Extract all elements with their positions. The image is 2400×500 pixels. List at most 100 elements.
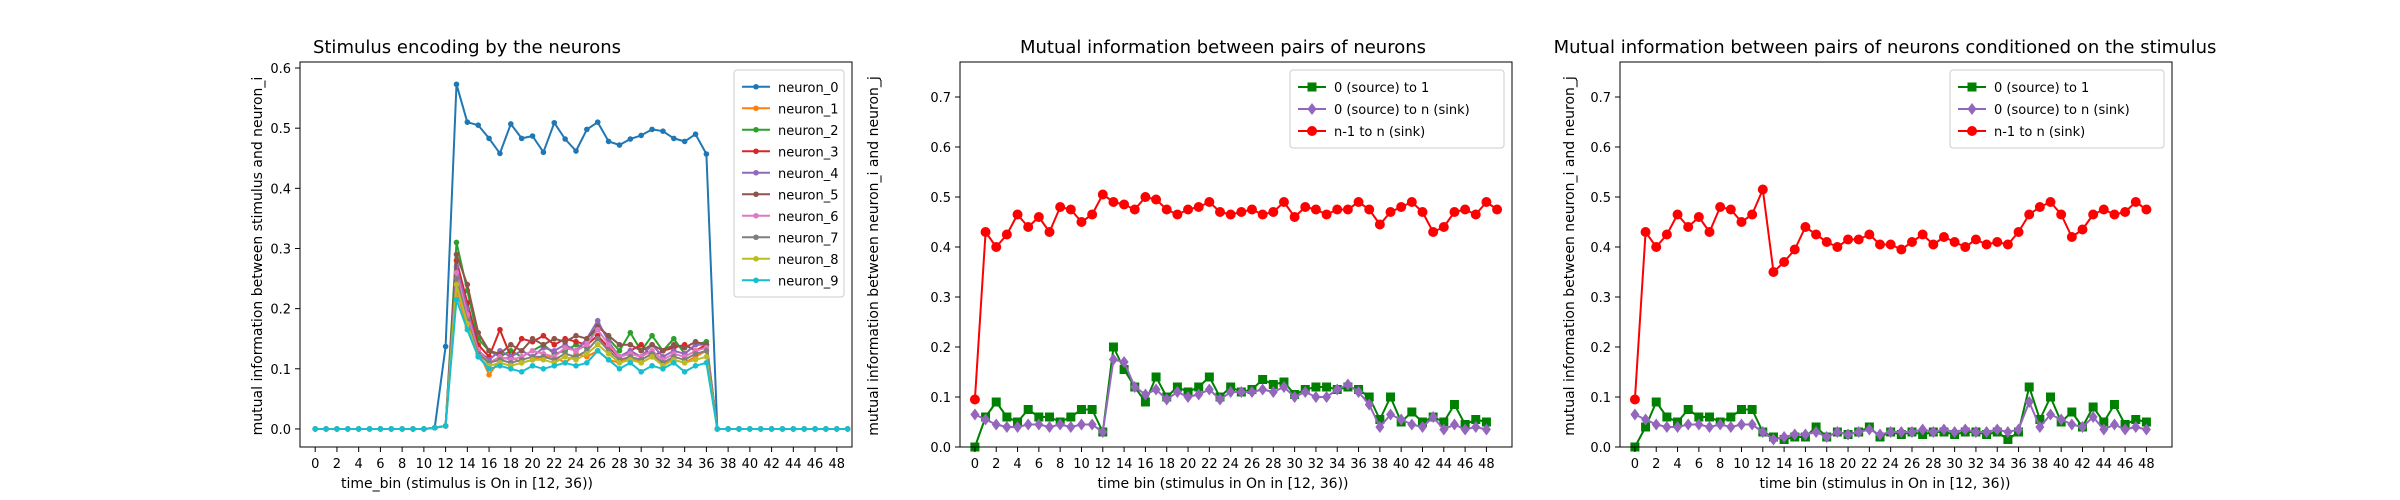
- legend-label: neuron_3: [778, 145, 839, 160]
- legend-label: neuron_2: [778, 124, 839, 139]
- x-tick-label: 36: [2010, 457, 2027, 472]
- data-point: [1651, 242, 1662, 252]
- x-tick-label: 44: [785, 457, 802, 472]
- legend-marker: [753, 212, 759, 219]
- data-point: [1758, 426, 1768, 438]
- data-point: [991, 418, 1001, 431]
- data-point: [1087, 209, 1098, 220]
- data-point: [584, 350, 590, 357]
- data-point: [681, 138, 688, 145]
- data-point: [1140, 192, 1151, 202]
- data-point: [345, 426, 351, 432]
- data-point: [1108, 353, 1118, 366]
- x-tick-label: 2: [1652, 457, 1660, 472]
- data-point: [1460, 204, 1471, 215]
- data-point: [1354, 386, 1364, 398]
- data-point: [1736, 405, 1746, 414]
- data-point: [627, 341, 634, 348]
- data-point: [508, 341, 514, 348]
- data-point: [833, 426, 840, 432]
- x-tick-label: 16: [1797, 457, 1814, 472]
- legend: neuron_0 neuron_1 neuron_2 neuron_3 neuron_4…: [733, 69, 845, 298]
- x-tick-label: 28: [611, 457, 628, 472]
- data-point: [518, 335, 525, 342]
- data-point: [475, 122, 482, 128]
- data-point: [2131, 421, 2141, 433]
- data-point: [1257, 209, 1268, 220]
- data-point: [1875, 428, 1885, 441]
- data-point: [1065, 204, 1076, 215]
- data-point: [2045, 197, 2056, 207]
- data-point: [2056, 413, 2066, 426]
- data-point: [660, 365, 666, 372]
- data-point: [1854, 426, 1864, 438]
- data-point: [2120, 207, 2131, 217]
- data-point: [453, 296, 460, 303]
- legend-item: neuron_4: [742, 167, 839, 182]
- data-point: [1449, 400, 1459, 409]
- x-tick-label: 32: [1308, 457, 1325, 472]
- data-point: [529, 133, 536, 139]
- data-point: [1204, 197, 1215, 207]
- data-point: [627, 359, 634, 366]
- data-point: [1705, 412, 1715, 422]
- data-point: [638, 341, 644, 348]
- x-tick-label: 32: [1968, 457, 1985, 472]
- x-tick-label: 10: [416, 457, 433, 472]
- data-point: [1640, 227, 1651, 237]
- data-point: [703, 151, 710, 157]
- data-point: [1481, 197, 1492, 207]
- data-point: [1917, 229, 1928, 240]
- data-point: [2141, 204, 2152, 215]
- data-point: [1226, 386, 1236, 398]
- data-point: [2024, 382, 2034, 392]
- legend-label: neuron_0: [778, 81, 839, 96]
- legend-item: neuron_9: [742, 274, 839, 289]
- data-point: [1311, 391, 1321, 403]
- x-tick-label: 12: [437, 457, 454, 472]
- data-point: [453, 239, 460, 246]
- data-point: [1906, 237, 1917, 247]
- x-tick-label: 40: [2053, 457, 2070, 472]
- legend-item: neuron_3: [742, 145, 839, 160]
- data-point: [562, 338, 568, 345]
- legend-item: neuron_0: [742, 81, 839, 96]
- data-point: [1097, 189, 1108, 200]
- data-point: [1822, 431, 1832, 443]
- x-tick-label: 18: [1158, 457, 1175, 472]
- x-tick-label: 18: [503, 457, 520, 472]
- data-point: [670, 335, 677, 342]
- data-point: [1928, 426, 1938, 438]
- data-point: [1375, 421, 1385, 433]
- series-n-1-to-n-sink-: [969, 189, 1503, 405]
- data-point: [486, 372, 492, 378]
- data-point: [1151, 194, 1162, 205]
- y-tick-label: 0.3: [930, 291, 951, 306]
- data-point: [453, 275, 460, 282]
- data-point: [2035, 421, 2045, 433]
- data-point: [1343, 378, 1353, 391]
- data-point: [1300, 386, 1310, 398]
- data-point: [1342, 204, 1353, 215]
- data-point: [1194, 388, 1204, 401]
- data-point: [2130, 197, 2141, 207]
- data-point: [801, 426, 807, 432]
- data-point: [1800, 222, 1811, 232]
- chart-title: Mutual information between pairs of neur…: [1554, 37, 2217, 58]
- data-point: [1332, 383, 1342, 396]
- data-point: [1832, 242, 1843, 252]
- data-point: [1843, 428, 1853, 441]
- data-point: [1661, 229, 1672, 240]
- data-point: [1662, 421, 1672, 433]
- data-point: [1183, 204, 1194, 215]
- data-point: [1076, 418, 1086, 431]
- legend-item: neuron_2: [742, 124, 839, 139]
- data-point: [1662, 412, 1672, 422]
- data-point: [1087, 405, 1097, 414]
- x-tick-label: 14: [459, 457, 476, 472]
- legend-item: neuron_5: [742, 188, 839, 203]
- data-point: [2141, 423, 2151, 436]
- x-tick-label: 22: [546, 457, 563, 472]
- data-point: [616, 359, 623, 366]
